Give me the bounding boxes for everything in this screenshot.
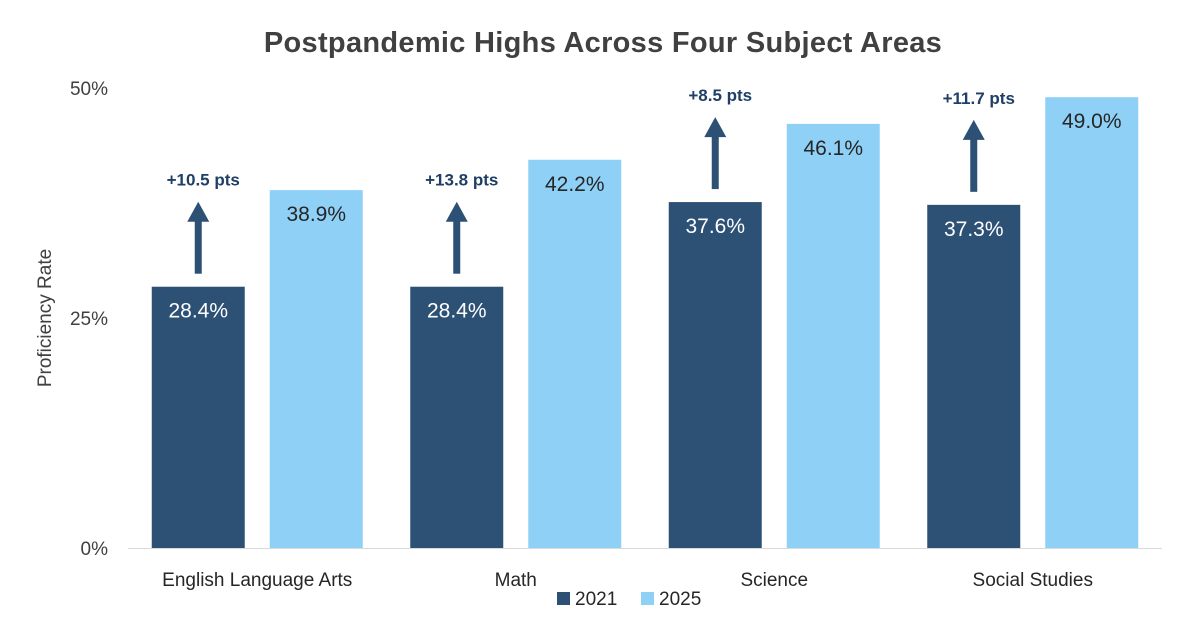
bars: 28.4% 38.9% +10.5 pts 28.4% 42.2% +13.8 pts 37…: [151, 86, 1139, 548]
data-label-2021: 37.6%: [685, 215, 745, 238]
bar-2021: [927, 204, 1021, 548]
data-label-2025: 46.1%: [803, 137, 863, 160]
bar-2021: [410, 286, 504, 548]
y-tick-label: 0%: [81, 539, 109, 560]
change-arrow-shaft: [194, 219, 202, 274]
change-arrow-shaft: [711, 135, 719, 190]
data-label-2025: 38.9%: [286, 203, 346, 226]
legend-swatch-2025: [641, 592, 654, 605]
change-arrow-head: [962, 119, 985, 140]
data-label-2021: 37.3%: [944, 218, 1004, 241]
bar-2025: [786, 123, 880, 548]
bar-2021: [151, 286, 245, 548]
legend: 2021 2025: [557, 589, 701, 610]
bar-2025: [528, 159, 622, 548]
change-label: +13.8 pts: [425, 171, 498, 190]
data-label-2025: 49.0%: [1062, 110, 1122, 133]
legend-label-2025: 2025: [659, 589, 701, 610]
category-label: Science: [740, 570, 808, 591]
data-label-2021: 28.4%: [168, 300, 228, 323]
y-tick-label: 50%: [70, 79, 108, 100]
category-label: Social Studies: [973, 570, 1093, 591]
data-label-2025: 42.2%: [545, 173, 605, 196]
change-label: +11.7 pts: [943, 89, 1015, 108]
y-tick-label: 25%: [70, 309, 108, 330]
data-label-2021: 28.4%: [427, 300, 487, 323]
legend-swatch-2021: [557, 592, 570, 605]
chart-title: Postpandemic Highs Across Four Subject A…: [264, 27, 942, 59]
change-label: +8.5 pts: [688, 86, 752, 105]
category-label: English Language Arts: [162, 570, 352, 591]
change-arrow-shaft: [970, 137, 978, 192]
change-arrow-shaft: [453, 219, 461, 274]
change-label: +10.5 pts: [167, 171, 240, 190]
y-axis: 0% 25% 50%: [70, 79, 108, 560]
change-arrow-head: [445, 201, 468, 222]
change-arrow-head: [187, 201, 210, 222]
x-axis: English Language Arts Math Science Social S…: [128, 548, 1162, 591]
y-axis-label: Proficiency Rate: [35, 249, 56, 387]
change-arrow-head: [704, 117, 727, 138]
bar-2025: [1045, 97, 1139, 548]
legend-label-2021: 2021: [575, 589, 617, 610]
bar-2025: [269, 190, 363, 548]
category-label: Math: [495, 570, 537, 591]
bar-2021: [668, 202, 762, 548]
